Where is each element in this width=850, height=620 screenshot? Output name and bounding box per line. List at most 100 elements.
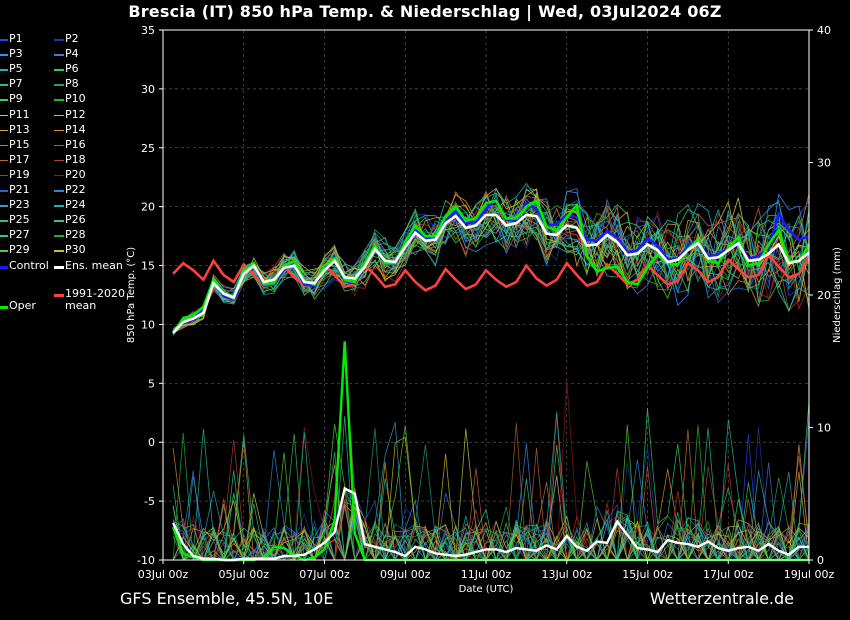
- y-axis-ticks: -10 -5 0 5 10 15 20 25 30 35: [137, 24, 163, 567]
- legend-label: P27: [9, 228, 30, 242]
- legend-entry: P19: [0, 167, 30, 181]
- x-tick-label: 09Jul 00z: [380, 568, 431, 581]
- x-tick-label: 15Jul 00z: [622, 568, 673, 581]
- chart-title: Brescia (IT) 850 hPa Temp. & Niederschla…: [128, 2, 722, 21]
- legend-swatch: [54, 266, 64, 269]
- legend-swatch: [0, 190, 8, 192]
- legend-swatch: [0, 144, 8, 147]
- y2-tick-label: 40: [817, 24, 831, 37]
- legend-swatch: [0, 129, 8, 132]
- legend-label: P17: [9, 152, 30, 166]
- legend-entry: P9: [0, 92, 23, 106]
- ens-mean-precip-line: [172, 486, 809, 562]
- legend-swatch: [0, 306, 8, 309]
- y2-tick-label: 30: [817, 157, 831, 170]
- x-tick-label: 11Jul 00z: [461, 568, 512, 581]
- legend-entry: P12: [54, 109, 86, 121]
- legend-label: P22: [65, 183, 86, 196]
- member-precip-line: [172, 415, 810, 562]
- legend-entry: P30: [54, 243, 86, 257]
- legend-swatch: [54, 174, 64, 177]
- y2-tick-label: 10: [817, 422, 831, 435]
- legend-label: P18: [65, 152, 86, 166]
- y-tick-label: 20: [141, 201, 155, 214]
- legend-entry: Ens. mean: [54, 260, 123, 272]
- y-tick-label: 0: [148, 436, 155, 449]
- legend-entry: P13: [0, 124, 30, 136]
- legend-entry: Control: [0, 260, 49, 272]
- legend-swatch: [0, 114, 8, 116]
- x-tick-label: 17Jul 00z: [703, 568, 754, 581]
- legend-swatch: [54, 99, 64, 101]
- y-tick-label: -5: [144, 495, 155, 508]
- legend-label: P7: [9, 77, 23, 91]
- legend-label: P21: [9, 183, 30, 196]
- y-axis-label: 850 hPa Temp. (°C): [126, 247, 137, 343]
- legend-label: P4: [65, 47, 79, 61]
- legend-swatch: [54, 235, 64, 237]
- legend-entry: P2: [54, 33, 79, 45]
- legend-label: P8: [65, 77, 79, 91]
- legend-label: P29: [9, 243, 30, 257]
- x-tick-label: 03Jul 00z: [138, 568, 189, 581]
- legend-swatch: [0, 250, 8, 252]
- legend-entry: P29: [0, 243, 30, 257]
- oper-precip-line: [171, 341, 809, 562]
- legend-swatch: [0, 174, 8, 177]
- legend-label: P26: [65, 213, 86, 227]
- y-tick-label: 30: [141, 83, 155, 96]
- legend-label: P30: [65, 243, 86, 257]
- legend-label: P1: [9, 32, 23, 45]
- legend-label: P24: [65, 198, 86, 212]
- legend-label: Oper: [9, 299, 36, 312]
- x-tick-label: 19Jul 00z: [784, 568, 835, 581]
- legend-swatch: [54, 294, 64, 297]
- legend-label: P9: [9, 92, 23, 106]
- legend-entry: P21: [0, 183, 30, 196]
- legend-entry: P28: [54, 229, 86, 241]
- legend-label: P11: [9, 107, 30, 121]
- legend-label: P14: [65, 122, 86, 136]
- y2-axis-ticks: 0 10 20 30 40: [809, 24, 831, 567]
- legend-entry: P15: [0, 139, 30, 151]
- legend-swatch: [54, 205, 64, 207]
- legend-swatch: [0, 69, 8, 71]
- legend-swatch: [54, 250, 64, 252]
- legend-entry: P16: [54, 139, 86, 151]
- legend-label: P20: [65, 167, 86, 181]
- legend-entry: P3: [0, 48, 23, 60]
- legend-entry: P14: [54, 122, 86, 136]
- legend-label: P10: [65, 92, 86, 106]
- legend-entry: P18: [54, 152, 86, 166]
- legend-swatch: [54, 84, 64, 86]
- legend-swatch: [0, 54, 8, 56]
- legend-entry: P26: [54, 213, 86, 227]
- legend-entry: P25: [0, 214, 30, 226]
- legend-swatch: [0, 220, 8, 222]
- y-tick-label: 35: [141, 24, 155, 37]
- model-info: GFS Ensemble, 45.5N, 10E: [120, 589, 334, 608]
- legend-swatch: [0, 99, 8, 101]
- member-precip-line: [172, 352, 810, 562]
- legend-swatch: [54, 144, 64, 147]
- y2-tick-label: 20: [817, 289, 831, 302]
- legend-label: P19: [9, 167, 30, 181]
- legend-label: 1991-2020 mean: [65, 287, 125, 312]
- y-tick-label: -10: [137, 554, 155, 567]
- ens-mean-temp-line: [172, 213, 810, 334]
- legend-swatch: [0, 266, 8, 269]
- y-tick-label: 5: [148, 377, 155, 390]
- legend-entry: 1991-2020 mean: [54, 287, 125, 312]
- legend-entry: P6: [54, 63, 79, 75]
- x-tick-label: 07Jul 00z: [299, 568, 350, 581]
- legend-swatch: [0, 235, 8, 237]
- y2-tick-label: 0: [817, 554, 824, 567]
- legend-entry: P23: [0, 199, 30, 211]
- legend-entry: P4: [54, 47, 79, 61]
- x-tick-label: 13Jul 00z: [541, 568, 592, 581]
- x-tick-label: 05Jul 00z: [218, 568, 269, 581]
- y-tick-label: 25: [141, 142, 155, 155]
- legend-swatch: [54, 220, 64, 222]
- legend-swatch: [54, 159, 64, 162]
- legend-swatch: [0, 159, 8, 162]
